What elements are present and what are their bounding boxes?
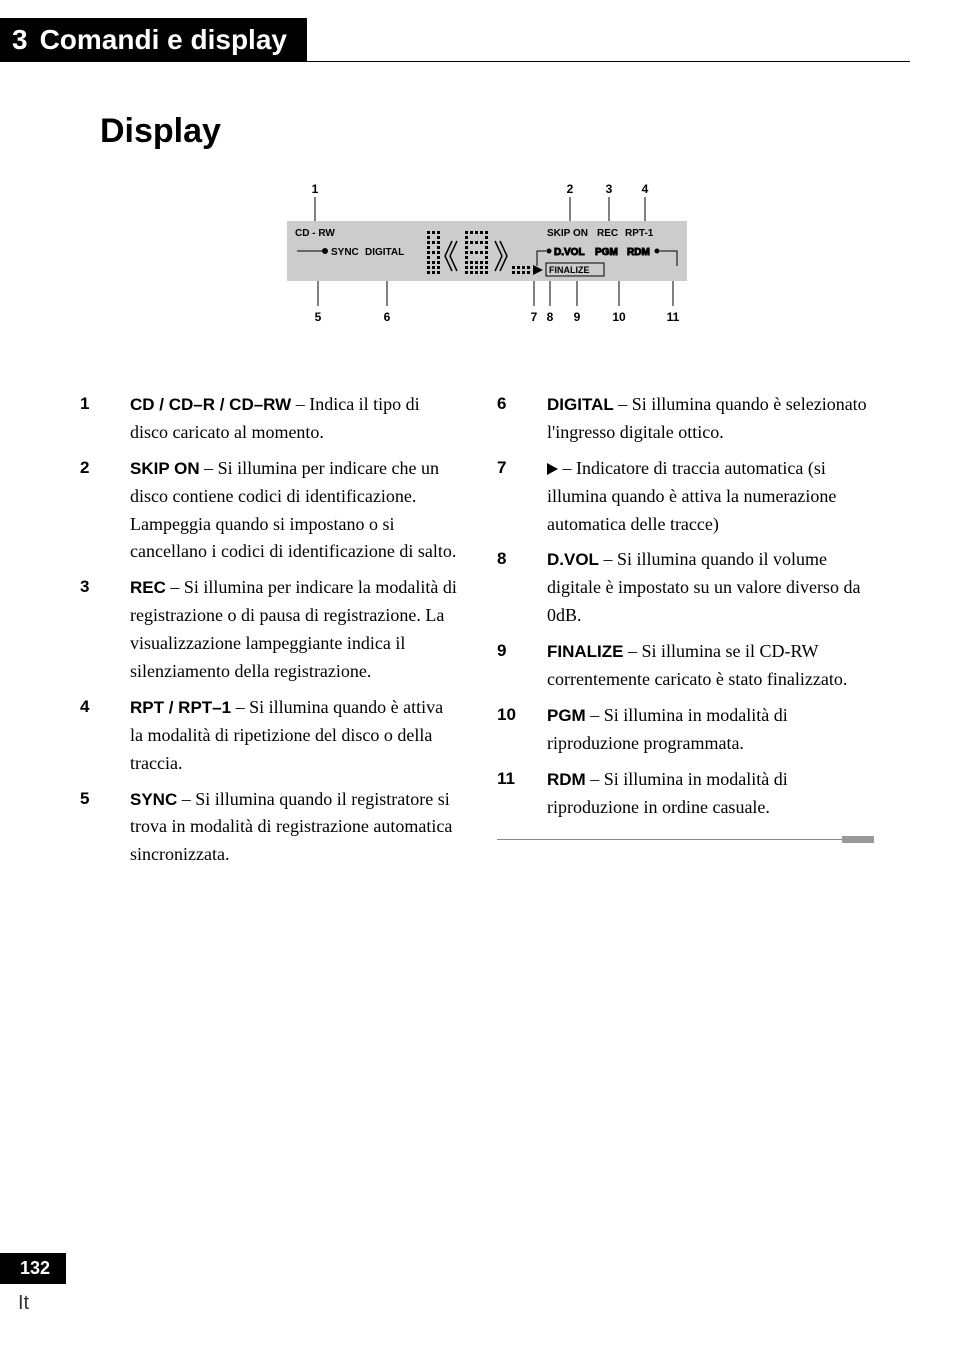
lcd-label-skipon: SKIP ON bbox=[547, 228, 588, 239]
item-description: – Si illumina quando il registratore si … bbox=[130, 789, 452, 865]
lcd-label-pgm: PGM bbox=[595, 247, 618, 258]
item-body: DIGITAL – Si illumina quando è seleziona… bbox=[547, 391, 874, 447]
display-diagram: 1 2 3 4 CD - RW SKIP ON REC RPT-1 SYNC D… bbox=[227, 181, 727, 341]
lcd-label-finalize: FINALIZE bbox=[549, 265, 590, 275]
callout-bottom-10: 10 bbox=[612, 310, 626, 324]
callout-bottom-6: 6 bbox=[384, 310, 391, 324]
lcd-label-rec: REC bbox=[597, 228, 618, 239]
diagram-svg: 1 2 3 4 CD - RW SKIP ON REC RPT-1 SYNC D… bbox=[247, 181, 707, 341]
item-number: 1 bbox=[80, 391, 130, 447]
item-body: RDM – Si illumina in modalità di riprodu… bbox=[547, 766, 874, 822]
callout-bottom-5: 5 bbox=[315, 310, 322, 324]
page-number-badge: 132 bbox=[0, 1253, 66, 1284]
item-term: RPT / RPT–1 bbox=[130, 698, 231, 717]
list-item: 6DIGITAL – Si illumina quando è selezion… bbox=[497, 391, 874, 447]
play-icon bbox=[547, 463, 558, 475]
lcd-label-sync: SYNC bbox=[331, 247, 359, 258]
item-term bbox=[547, 459, 558, 478]
list-item: 3REC – Si illumina per indicare la modal… bbox=[80, 574, 457, 686]
language-code: It bbox=[18, 1292, 66, 1315]
item-term: CD / CD–R / CD–RW bbox=[130, 395, 291, 414]
lcd-label-rpt1: RPT-1 bbox=[625, 228, 654, 239]
item-body: REC – Si illumina per indicare la modali… bbox=[130, 574, 457, 686]
list-item: 9FINALIZE – Si illumina se il CD-RW corr… bbox=[497, 638, 874, 694]
item-term: DIGITAL bbox=[547, 395, 614, 414]
item-term: RDM bbox=[547, 770, 586, 789]
item-body: SKIP ON – Si illumina per indicare che u… bbox=[130, 455, 457, 567]
item-term: D.VOL bbox=[547, 550, 599, 569]
chapter-number: 3 bbox=[12, 24, 28, 55]
callout-bottom-7: 7 bbox=[531, 310, 538, 324]
item-description: – Indicatore di traccia automatica (si i… bbox=[547, 458, 836, 534]
callout-top-1: 1 bbox=[312, 182, 319, 196]
item-body: RPT / RPT–1 – Si illumina quando è attiv… bbox=[130, 694, 457, 778]
callout-top-2: 2 bbox=[567, 182, 574, 196]
list-item: 2SKIP ON – Si illumina per indicare che … bbox=[80, 455, 457, 567]
item-number: 6 bbox=[497, 391, 547, 447]
lcd-label-cdrw: CD - RW bbox=[295, 228, 335, 239]
list-item: 10PGM – Si illumina in modalità di ripro… bbox=[497, 702, 874, 758]
list-item: 7 – Indicatore di traccia automatica (si… bbox=[497, 455, 874, 539]
item-number: 8 bbox=[497, 546, 547, 630]
chapter-title: Comandi e display bbox=[40, 24, 287, 55]
list-item: 4RPT / RPT–1 – Si illumina quando è atti… bbox=[80, 694, 457, 778]
callout-top-4: 4 bbox=[642, 182, 649, 196]
left-column: 1CD / CD–R / CD–RW – Indica il tipo di d… bbox=[80, 391, 457, 877]
list-item: 5SYNC – Si illumina quando il registrato… bbox=[80, 786, 457, 870]
section-end-rule bbox=[497, 839, 874, 840]
item-number: 11 bbox=[497, 766, 547, 822]
item-number: 2 bbox=[80, 455, 130, 567]
list-item: 8D.VOL – Si illumina quando il volume di… bbox=[497, 546, 874, 630]
list-item: 1CD / CD–R / CD–RW – Indica il tipo di d… bbox=[80, 391, 457, 447]
item-body: D.VOL – Si illumina quando il volume dig… bbox=[547, 546, 874, 630]
page-footer: 132 It bbox=[0, 1253, 66, 1315]
callout-bottom-8: 8 bbox=[547, 310, 554, 324]
item-term: PGM bbox=[547, 706, 586, 725]
item-body: FINALIZE – Si illumina se il CD-RW corre… bbox=[547, 638, 874, 694]
lcd-label-dvol: D.VOL bbox=[554, 247, 585, 258]
item-number: 10 bbox=[497, 702, 547, 758]
chapter-header: 3 Comandi e display bbox=[0, 18, 307, 62]
item-body: CD / CD–R / CD–RW – Indica il tipo di di… bbox=[130, 391, 457, 447]
list-item: 11RDM – Si illumina in modalità di ripro… bbox=[497, 766, 874, 822]
item-number: 9 bbox=[497, 638, 547, 694]
item-body: SYNC – Si illumina quando il registrator… bbox=[130, 786, 457, 870]
item-body: – Indicatore di traccia automatica (si i… bbox=[547, 455, 874, 539]
lcd-label-digital: DIGITAL bbox=[365, 247, 404, 258]
item-number: 4 bbox=[80, 694, 130, 778]
callout-top-3: 3 bbox=[606, 182, 613, 196]
item-number: 5 bbox=[80, 786, 130, 870]
item-body: PGM – Si illumina in modalità di riprodu… bbox=[547, 702, 874, 758]
item-number: 3 bbox=[80, 574, 130, 686]
section-title: Display bbox=[100, 112, 954, 151]
callout-bottom-9: 9 bbox=[574, 310, 581, 324]
callout-bottom-11: 11 bbox=[667, 310, 680, 324]
item-term: REC bbox=[130, 578, 166, 597]
lcd-label-rdm: RDM bbox=[627, 247, 650, 258]
item-term: FINALIZE bbox=[547, 642, 624, 661]
item-term: SKIP ON bbox=[130, 459, 200, 478]
item-description: – Si illumina per indicare la modalità d… bbox=[130, 577, 457, 681]
item-term: SYNC bbox=[130, 790, 177, 809]
right-column: 6DIGITAL – Si illumina quando è selezion… bbox=[497, 391, 874, 877]
definition-columns: 1CD / CD–R / CD–RW – Indica il tipo di d… bbox=[0, 391, 954, 877]
item-number: 7 bbox=[497, 455, 547, 539]
